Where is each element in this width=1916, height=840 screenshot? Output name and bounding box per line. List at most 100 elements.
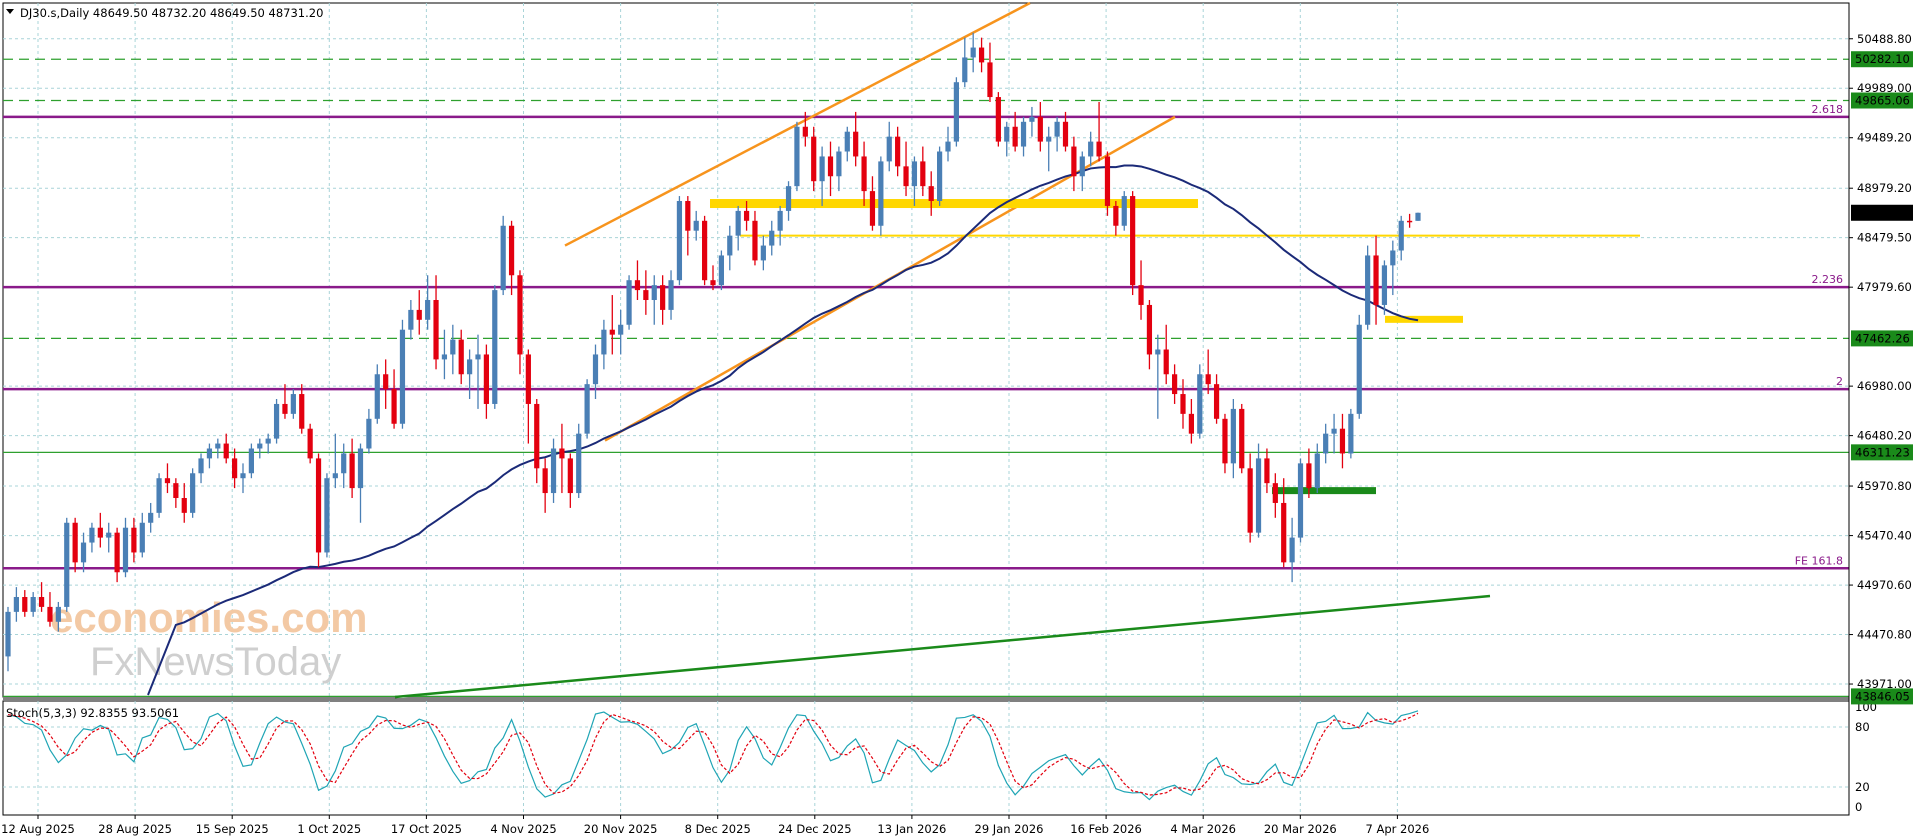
bull-candle: [215, 443, 221, 449]
bear-candle: [517, 275, 523, 355]
bear-candle: [752, 220, 758, 261]
price-tags: 50282.10 49865.06 48731.20 47462.26 46311.23…: [1851, 51, 1913, 705]
bear-candle: [853, 131, 859, 157]
bear-candle: [1037, 116, 1043, 142]
bear-candle: [542, 468, 548, 494]
header-menu-triangle-icon[interactable]: [6, 9, 14, 14]
y-tick-label: 46480.20: [1857, 429, 1912, 443]
bull-candle: [785, 186, 792, 211]
stoch-d-line: [7, 712, 1419, 796]
bull-candle: [450, 339, 456, 355]
bull-candle: [1230, 408, 1236, 464]
stoch-axis-label: 20: [1855, 780, 1870, 794]
bull-candle: [492, 290, 498, 404]
bear-candle: [383, 374, 389, 390]
bear-candle: [181, 498, 187, 513]
y-tick-label: 47979.60: [1857, 280, 1912, 294]
fibonacci-level-label: FE 161.8: [1795, 554, 1843, 567]
bull-candle: [1088, 141, 1094, 157]
bull-candle: [13, 597, 19, 612]
symbol-header: DJ30.s,Daily 48649.50 48732.20 48649.50 …: [20, 6, 323, 20]
bear-candle: [702, 220, 708, 281]
bear-candle: [164, 478, 171, 484]
bear-candle: [1012, 126, 1018, 147]
y-tick-label: 45470.40: [1857, 529, 1912, 543]
price-tag-label: 43846.05: [1855, 689, 1910, 703]
bear-candle: [1130, 196, 1136, 286]
bear-candle: [685, 201, 691, 231]
bull-candle: [937, 151, 943, 202]
bear-candle: [307, 428, 313, 459]
bear-candle: [1306, 463, 1312, 489]
bull-candle: [156, 478, 162, 513]
price-tag-label: 49865.06: [1855, 94, 1910, 108]
bull-candle: [886, 136, 892, 162]
bull-candle: [467, 359, 473, 375]
bull-candle: [1155, 349, 1161, 355]
bull-candle: [668, 280, 674, 310]
fibonacci-level-label: 2.618: [1812, 103, 1844, 116]
bull-candle: [475, 354, 481, 360]
bull-candle: [248, 448, 254, 474]
x-tick-label: 15 Sep 2025: [196, 822, 269, 836]
bear-candle: [72, 522, 78, 563]
bear-candle: [131, 527, 137, 553]
y-tick-label: 45970.80: [1857, 479, 1912, 493]
bull-candle: [836, 151, 842, 177]
bull-candle: [584, 384, 590, 434]
y-tick-label: 44470.80: [1857, 628, 1912, 642]
bull-candle: [500, 225, 506, 291]
bear-candle: [315, 458, 322, 553]
bull-candle: [190, 473, 196, 513]
bear-candle: [1104, 156, 1111, 206]
bear-candle: [299, 394, 305, 429]
y-tick-label: 48979.20: [1857, 181, 1912, 195]
bear-candle: [903, 166, 909, 187]
bear-candle: [1272, 483, 1278, 503]
price-tag-box: [1851, 51, 1913, 68]
bear-candle: [1373, 255, 1379, 305]
bear-candle: [1339, 428, 1346, 454]
bull-candle: [265, 438, 271, 444]
stoch-header: Stoch(5,3,3) 92.8355 93.5061: [6, 706, 179, 720]
bull-candle: [953, 82, 959, 142]
bull-candle: [273, 403, 280, 439]
bull-candle: [945, 141, 951, 152]
x-axis: 12 Aug 2025 28 Aug 2025 15 Sep 2025 1 Oct 2…: [1, 815, 1429, 836]
bull-candle: [1323, 433, 1329, 454]
bull-candle: [911, 161, 918, 187]
bull-candle: [676, 201, 683, 281]
x-tick-label: 29 Jan 2026: [975, 822, 1044, 836]
price-tag-box: [1851, 92, 1913, 109]
bull-candle: [64, 522, 70, 607]
price-tag-box: [1851, 688, 1913, 705]
bull-candle: [651, 285, 657, 301]
bear-candle: [895, 136, 901, 167]
bear-candle: [1222, 418, 1228, 464]
bull-candle: [408, 309, 414, 330]
bear-candle: [995, 97, 1001, 142]
bull-candle: [1079, 156, 1085, 177]
bear-candle: [920, 161, 926, 187]
bear-candle: [232, 458, 238, 479]
bear-candle: [508, 225, 515, 276]
bear-candle: [609, 329, 615, 335]
bull-candle: [1398, 220, 1404, 251]
bear-candle: [349, 453, 355, 489]
bear-candle: [1180, 394, 1186, 414]
bull-candle: [374, 374, 380, 419]
x-tick-label: 1 Oct 2025: [297, 822, 361, 836]
bear-candle: [1062, 121, 1069, 147]
bear-candle: [223, 443, 229, 459]
price-tag: 43846.05: [1851, 688, 1913, 705]
bear-candle: [1239, 408, 1245, 469]
bear-candle: [987, 62, 993, 98]
bear-candle: [416, 309, 422, 320]
bull-candle: [1356, 324, 1362, 414]
stoch-panel-frame: [2, 700, 1850, 816]
support-zone-yellow: [1385, 315, 1463, 323]
bull-candle: [290, 394, 296, 414]
horizontal-levels: 2.618 2.236 2 FE 161.8: [3, 58, 1849, 698]
bear-candle: [1146, 304, 1153, 355]
